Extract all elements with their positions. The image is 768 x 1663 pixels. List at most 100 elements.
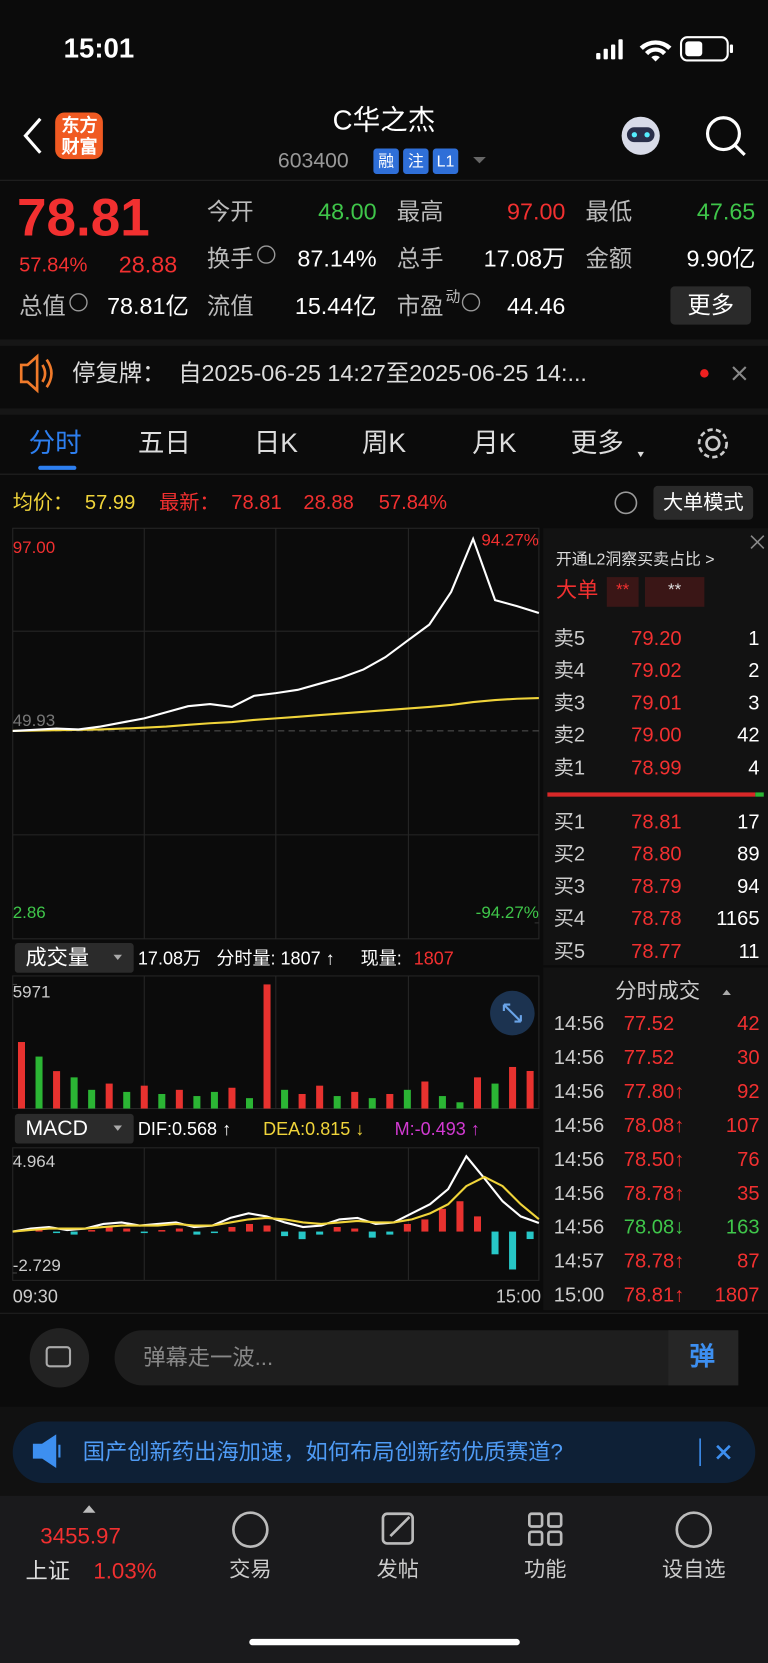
order-title[interactable]: 开通L2洞察买卖占比 > [555, 550, 715, 569]
order-volume: 94 [737, 875, 760, 898]
trade-time: 14:56 [553, 1046, 605, 1069]
order-label: 买5 [553, 940, 586, 963]
logo-text: 财富 [61, 136, 98, 157]
tab[interactable]: 周K [361, 428, 407, 458]
comment-placeholder[interactable]: 弹幕走一波... [143, 1345, 274, 1371]
ad-icon [32, 1434, 61, 1469]
trade-volume: 92 [737, 1080, 760, 1103]
notice-dot [700, 369, 709, 378]
trade-volume: 30 [737, 1046, 760, 1069]
mode-button[interactable] [653, 485, 754, 520]
tab[interactable]: 更多 [570, 428, 624, 458]
trade-time: 14:57 [553, 1250, 605, 1273]
order-label: 卖4 [553, 659, 586, 682]
trades-bg [543, 967, 768, 1311]
danmu-button[interactable]: 弹 [689, 1342, 715, 1372]
y2-tick-label: 94.27% [481, 530, 539, 549]
dropdown-icon[interactable] [473, 156, 486, 164]
volume-bar [123, 1091, 131, 1109]
tab[interactable]: 五日 [137, 428, 191, 458]
order-price: 78.81 [631, 810, 682, 834]
last-value: 78.81 [231, 491, 282, 514]
notice-text: 自2025-06-25 14:27至2025-06-25 14:... [178, 359, 587, 387]
stock-name: C华之杰 [332, 103, 436, 136]
field-label: 最低 [585, 198, 633, 225]
ad-banner[interactable] [12, 1421, 756, 1483]
x-tick-label: 15:00 [495, 1286, 542, 1307]
badge: 融 [378, 152, 395, 171]
volume-title[interactable]: 成交量 [25, 946, 90, 970]
price-percent: 57.84% [19, 254, 88, 277]
dropdown-icon [113, 954, 122, 961]
close-icon[interactable] [750, 535, 765, 549]
volume-bar [263, 984, 271, 1109]
volume-bar [158, 1093, 166, 1109]
expand-icon[interactable] [490, 990, 535, 1036]
nav-item[interactable]: 交易 [229, 1558, 272, 1582]
volume-bar [386, 1093, 394, 1109]
trade-price: 78.08↓ [623, 1216, 685, 1239]
trade-price: 77.52 [623, 1046, 675, 1069]
ad-text[interactable]: 国产创新药出海加速，如何布局创新药优质赛道? [82, 1440, 563, 1465]
close-icon[interactable] [732, 366, 747, 381]
danmu-icon[interactable] [29, 1328, 90, 1388]
order-price: 79.01 [631, 692, 682, 715]
macd-bar [228, 1227, 236, 1232]
sort-icon [722, 989, 731, 996]
field-value: 17.08万 [483, 245, 566, 272]
dropdown-icon [637, 451, 644, 458]
status-icons [596, 36, 734, 62]
mode-button[interactable]: 大单模式 [662, 491, 744, 514]
order-volume: 4 [748, 756, 760, 780]
field-label: 今开 [206, 198, 254, 225]
nav-item[interactable]: 功能 [524, 1558, 567, 1582]
volume-minute: 分时量: 1807 ↑ [216, 947, 335, 968]
avg-value: 57.99 [84, 491, 136, 514]
trades-title: 分时成交 [615, 980, 701, 1004]
danmu-button[interactable] [668, 1330, 739, 1386]
nav-item[interactable]: 设自选 [661, 1558, 726, 1582]
tab[interactable]: 日K [253, 428, 298, 458]
last-price: 78.81 [16, 187, 150, 248]
volume-bar [351, 1091, 359, 1109]
nav-item[interactable]: 发帖 [376, 1558, 420, 1582]
order-price: 78.77 [631, 940, 682, 963]
home-indicator [249, 1638, 520, 1646]
nav-icons [232, 1511, 713, 1548]
macd-bar [245, 1223, 254, 1232]
comment-input[interactable] [114, 1330, 739, 1386]
y2-tick-label: -94.27% [476, 903, 539, 922]
trade-time: 14:56 [553, 1080, 605, 1103]
volume-selector[interactable] [14, 943, 134, 973]
order-label: 卖1 [553, 756, 586, 780]
field-value: 9.90亿 [686, 245, 756, 272]
trade-volume: 42 [737, 1012, 760, 1035]
field-label: 最高 [396, 198, 444, 225]
big-box [606, 577, 639, 607]
badge-bg [432, 148, 459, 174]
more-button[interactable]: 更多 [687, 291, 735, 319]
macd-selector[interactable] [14, 1113, 134, 1144]
trade-time: 14:56 [553, 1114, 605, 1137]
macd-bar [298, 1231, 306, 1240]
macd-title[interactable]: MACD [25, 1117, 88, 1141]
back-icon[interactable] [23, 117, 42, 154]
settings-icon[interactable] [697, 428, 728, 459]
help-icon[interactable] [614, 491, 638, 515]
avg-label: 均价： [12, 491, 74, 514]
tab[interactable]: 分时 [28, 428, 82, 458]
volume-bar [473, 1077, 482, 1109]
volume-bar [210, 1091, 218, 1109]
y-tick-label: 2.86 [13, 903, 46, 922]
index-percent: 1.03% [93, 1558, 157, 1584]
macd-bar [473, 1216, 482, 1232]
field-label: 金额 [585, 245, 633, 272]
tab[interactable]: 月K [472, 428, 517, 458]
order-label: 买3 [553, 875, 586, 898]
search-icon[interactable] [705, 116, 746, 157]
close-icon[interactable] [716, 1444, 731, 1460]
robot-icon[interactable] [621, 116, 660, 155]
index-value: 3455.97 [40, 1523, 121, 1549]
status-time: 15:01 [63, 31, 135, 64]
logo-text: 东方 [61, 115, 98, 136]
